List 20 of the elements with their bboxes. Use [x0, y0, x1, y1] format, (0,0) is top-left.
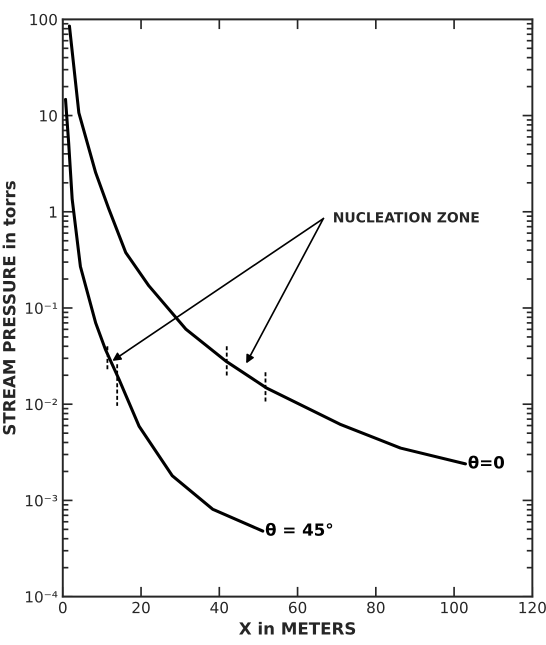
series-label: θ = 45°: [266, 522, 332, 536]
y-tick-label: 10: [40, 110, 57, 122]
x-tick-label: 40: [210, 602, 228, 614]
y-tick-label: 10⁻⁴: [26, 591, 58, 603]
y-tick-label: 1: [50, 206, 57, 218]
line-series: [64, 98, 264, 533]
annotation: NUCLEATION ZONE: [334, 212, 479, 223]
x-tick-label: 120: [519, 602, 546, 614]
y-tick-label: 10⁻¹: [26, 302, 58, 314]
x-axis-title: X in METERS: [239, 622, 356, 635]
y-axis-title: STREAM PRESSURE in torrs: [2, 181, 16, 434]
x-tick-label: 80: [367, 602, 385, 614]
x-tick-label: 20: [132, 602, 150, 614]
x-tick-label: 60: [288, 602, 306, 614]
x-tick-label: 100: [441, 602, 468, 614]
y-tick-label: 10⁻²: [26, 398, 57, 410]
y-tick-label: 10⁻³: [26, 494, 58, 506]
series-label: θ=0: [468, 456, 504, 469]
y-tick-label: 100: [30, 14, 57, 26]
x-tick-label: 0: [58, 602, 67, 614]
